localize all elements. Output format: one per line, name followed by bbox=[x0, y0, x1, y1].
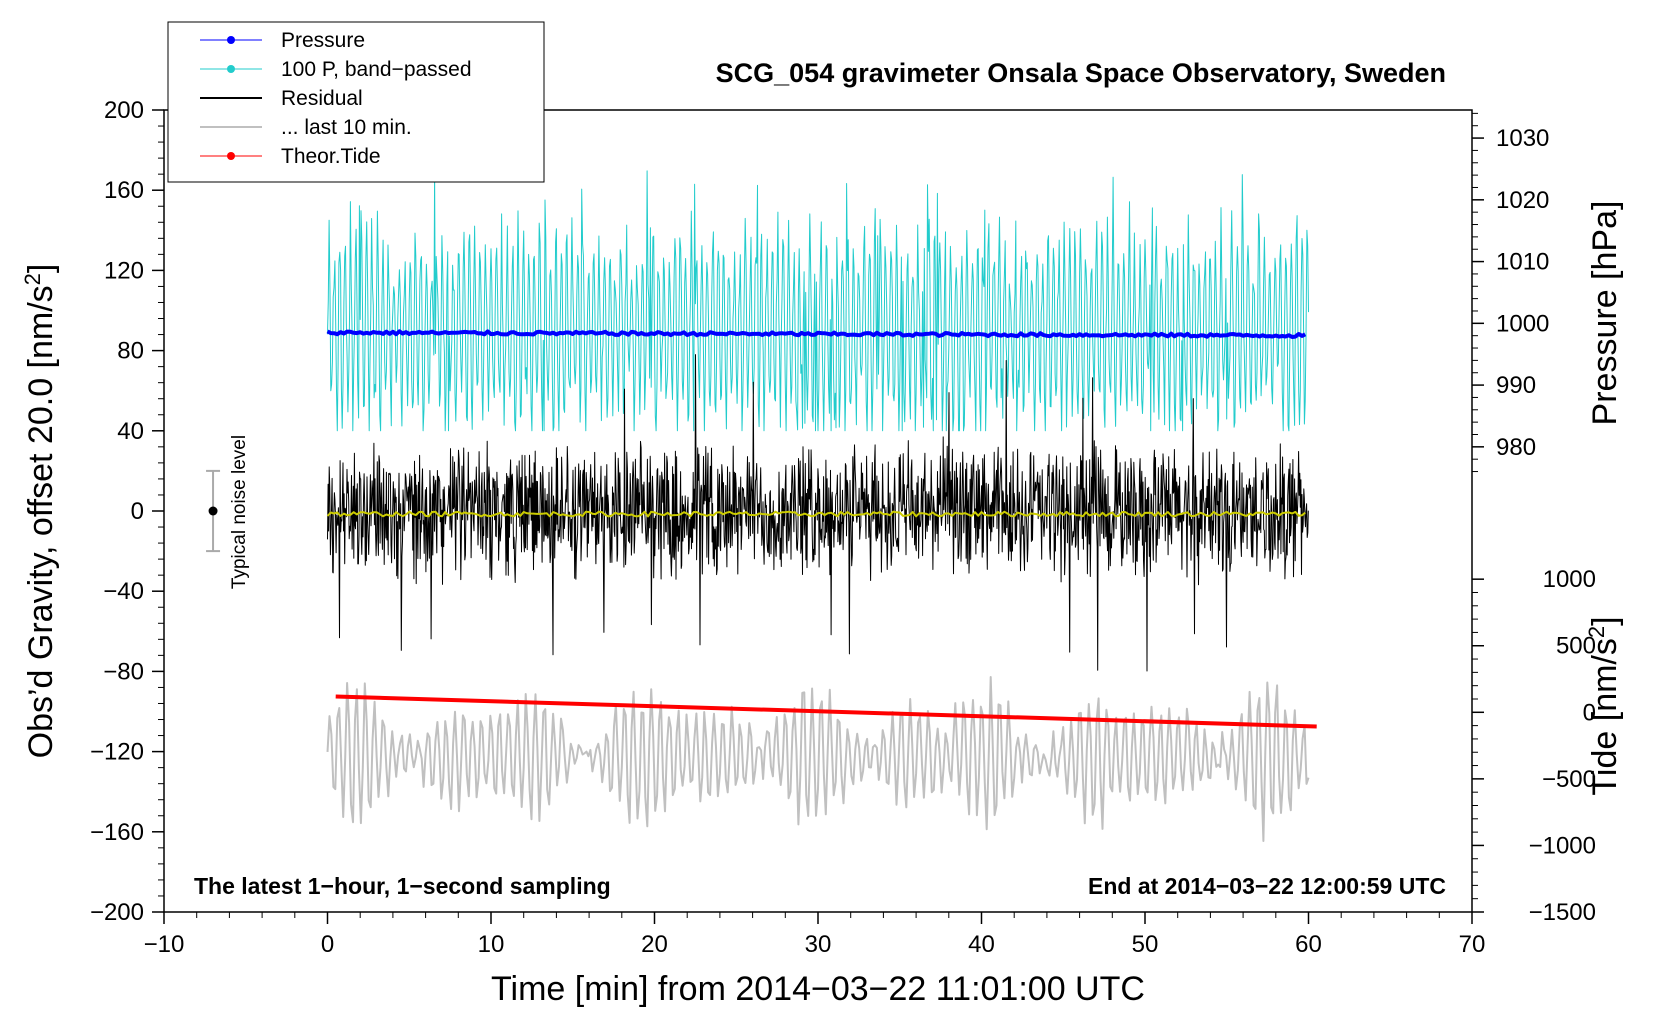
last-10-min-line bbox=[326, 676, 1310, 842]
chart-title: SCG_054 gravimeter Onsala Space Observat… bbox=[716, 58, 1446, 88]
x-tick-label: 0 bbox=[321, 931, 334, 958]
pressure-tick-label: 1000 bbox=[1496, 310, 1549, 337]
pressure-tick-label: 990 bbox=[1496, 372, 1536, 399]
noise-level-indicator: Typical noise level bbox=[206, 435, 250, 589]
tide-tick-label: −1500 bbox=[1529, 899, 1596, 926]
y-axis-title-gravity-end: ] bbox=[22, 264, 60, 273]
y-tick-label: 80 bbox=[117, 338, 144, 365]
y-axis-title-tide: Tide [nm/s2] bbox=[1584, 616, 1625, 795]
theoretical-tide-line bbox=[335, 694, 1317, 729]
y-tick-label: 40 bbox=[117, 418, 144, 445]
tide-tick-label: 0 bbox=[1583, 699, 1596, 726]
y-axis-title-gravity-main: Obs’d Gravity, offset 20.0 [nm/s bbox=[22, 285, 60, 758]
tide-tick-label: 1000 bbox=[1543, 566, 1596, 593]
y-axis-tide: 1000 500 0 −500 −1000 −1500 bbox=[1472, 566, 1596, 926]
series-layer bbox=[326, 169, 1317, 842]
tide-tick-label: −500 bbox=[1542, 766, 1596, 793]
tide-tick-label: 500 bbox=[1556, 633, 1596, 660]
y-axis-title-tide-end: ] bbox=[1586, 616, 1624, 625]
x-axis: −10 0 10 20 30 40 50 60 70 bbox=[144, 912, 1486, 958]
band-passed-pressure-line bbox=[327, 169, 1309, 432]
noise-level-dot bbox=[208, 506, 218, 516]
x-tick-label: 40 bbox=[968, 931, 995, 958]
y-axis-title-pressure: Pressure [hPa] bbox=[1586, 201, 1624, 426]
residual-mean-line bbox=[326, 510, 1306, 518]
legend: Pressure 100 P, band−passed Residual ... la… bbox=[167, 21, 545, 183]
y-axis-gravity: 200 160 120 80 40 0 −40 −80 −120 −160 −200 bbox=[90, 97, 164, 926]
legend-label: Theor.Tide bbox=[281, 145, 381, 168]
y-tick-label: −200 bbox=[90, 899, 144, 926]
y-axis-title-tide-sup: 2 bbox=[1584, 626, 1609, 638]
y-tick-label: −160 bbox=[90, 819, 144, 846]
y-tick-label: −120 bbox=[90, 739, 144, 766]
y-tick-label: 200 bbox=[104, 97, 144, 124]
y-tick-label: 120 bbox=[104, 257, 144, 284]
y-axis-pressure: 1030 1020 1010 1000 990 980 bbox=[1472, 112, 1549, 473]
legend-marker bbox=[227, 36, 235, 44]
x-tick-label: 30 bbox=[805, 931, 832, 958]
pressure-tick-label: 1020 bbox=[1496, 187, 1549, 214]
noise-level-label: Typical noise level bbox=[229, 435, 250, 589]
x-axis-title: Time [min] from 2014−03−22 11:01:00 UTC bbox=[491, 970, 1145, 1008]
legend-marker bbox=[227, 65, 235, 73]
annotation-end-time: End at 2014−03−22 12:00:59 UTC bbox=[1088, 873, 1446, 899]
x-tick-label: 70 bbox=[1459, 931, 1486, 958]
legend-label: 100 P, band−passed bbox=[281, 58, 472, 81]
legend-marker bbox=[227, 152, 235, 160]
pressure-tick-label: 980 bbox=[1496, 434, 1536, 461]
residual-line bbox=[327, 354, 1309, 672]
pressure-line bbox=[326, 329, 1307, 339]
y-axis-title-tide-main: Tide [nm/s bbox=[1586, 638, 1624, 795]
tide-tick-label: −1000 bbox=[1529, 832, 1596, 859]
pressure-tick-label: 1010 bbox=[1496, 249, 1549, 276]
x-tick-label: 50 bbox=[1132, 931, 1159, 958]
annotation-sampling: The latest 1−hour, 1−second sampling bbox=[194, 873, 611, 899]
y-tick-label: −40 bbox=[103, 578, 144, 605]
y-axis-title-gravity-sup: 2 bbox=[20, 273, 45, 285]
y-tick-label: 160 bbox=[104, 177, 144, 204]
y-tick-label: 0 bbox=[131, 498, 144, 525]
legend-label: ... last 10 min. bbox=[281, 116, 412, 139]
x-tick-label: 60 bbox=[1295, 931, 1322, 958]
legend-label: Pressure bbox=[281, 29, 365, 52]
pressure-tick-label: 1030 bbox=[1496, 125, 1549, 152]
x-tick-label: −10 bbox=[144, 931, 185, 958]
y-axis-title-gravity: Obs’d Gravity, offset 20.0 [nm/s2] bbox=[20, 264, 61, 759]
legend-label: Residual bbox=[281, 87, 363, 110]
x-tick-label: 10 bbox=[478, 931, 505, 958]
x-tick-label: 20 bbox=[641, 931, 668, 958]
y-tick-label: −80 bbox=[103, 658, 144, 685]
